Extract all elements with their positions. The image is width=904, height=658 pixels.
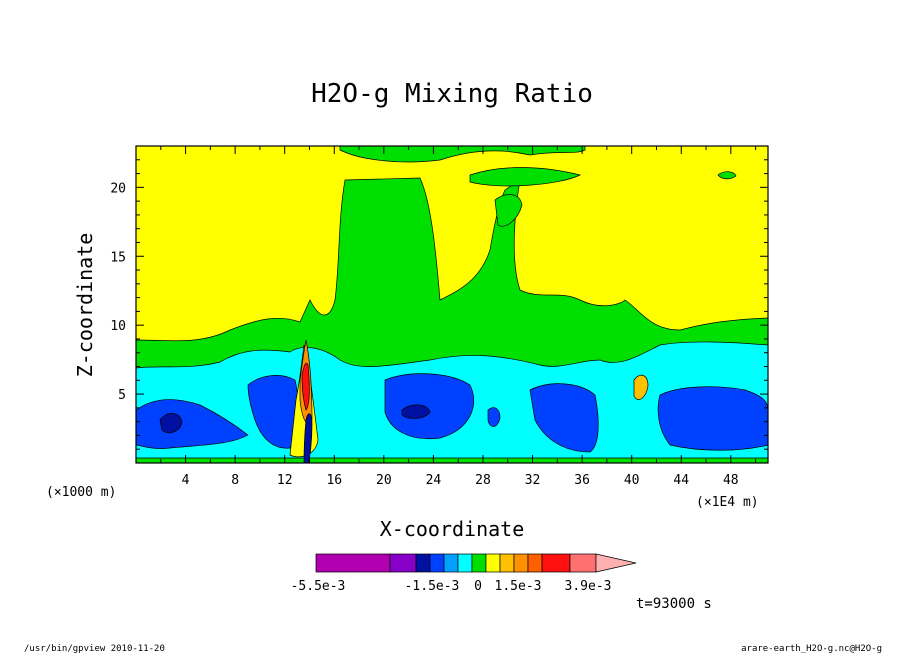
colorbar-swatch	[569, 553, 597, 573]
contour-blue-1	[136, 399, 249, 449]
colorbar-label-2: -1.5e-3	[405, 579, 460, 594]
x-tick-label: 48	[723, 473, 739, 488]
colorbar	[315, 553, 637, 573]
contour-blue-3	[384, 373, 475, 440]
plot-area	[136, 146, 768, 463]
colorbar-swatch	[443, 553, 459, 573]
contour-blue-6	[487, 407, 501, 427]
contour-darkblue-1	[159, 413, 183, 434]
plot-frame	[135, 145, 769, 464]
contour-tower-red	[301, 362, 310, 411]
x-tick-label: 20	[376, 473, 392, 488]
contour-blue-5	[657, 386, 768, 451]
x-tick-label: 24	[426, 473, 442, 488]
contour-tower-dark	[303, 413, 313, 463]
x-tick-label: 8	[231, 473, 239, 488]
x-tick-label: 28	[475, 473, 491, 488]
contour-green-small	[717, 171, 737, 180]
colorbar-label-5: 3.9e-3	[565, 579, 612, 594]
contour-bottom-green	[136, 457, 768, 463]
x-tick-label: 4	[182, 473, 190, 488]
y-ticks: 5 10 15 20	[110, 159, 768, 450]
colorbar-swatch	[315, 553, 391, 573]
colorbar-swatch	[471, 553, 487, 573]
contour-blue-2	[247, 375, 299, 449]
y-tick-label: 15	[110, 250, 126, 265]
x-tick-label: 44	[673, 473, 689, 488]
colorbar-swatch	[415, 553, 431, 573]
contour-blue-4	[529, 383, 599, 453]
x-tick-label: 32	[525, 473, 541, 488]
colorbar-swatch	[485, 553, 501, 573]
x-tick-label: 40	[624, 473, 640, 488]
contour-orange-blob	[633, 374, 649, 400]
colorbar-swatch	[389, 553, 417, 573]
colorbar-swatch	[541, 553, 571, 573]
contour-green-top	[339, 146, 586, 163]
colorbar-labels: -5.5e-3 -1.5e-3 0 1.5e-3 3.9e-3	[291, 579, 612, 594]
contour-darkblue-2	[401, 404, 431, 419]
y-tick-label: 5	[118, 388, 126, 403]
x-tick-label: 12	[277, 473, 293, 488]
colorbar-label-3: 0	[474, 579, 482, 594]
y-tick-label: 10	[110, 319, 126, 334]
x-multiplier-label: (×1E4 m)	[696, 495, 759, 510]
footer-right: arare-earth_H2O-g.nc@H2O-g	[741, 644, 882, 654]
footer-left: /usr/bin/gpview 2010-11-20	[24, 644, 165, 654]
y-axis-title: Z-coordinate	[73, 233, 97, 378]
contour-green-blob	[494, 194, 523, 227]
colorbar-swatch	[527, 553, 543, 573]
colorbar-swatch	[457, 553, 473, 573]
chart-title: H2O-g Mixing Ratio	[311, 79, 593, 109]
colorbar-arrow	[595, 553, 637, 573]
x-unit-label: (×1000 m)	[46, 485, 116, 500]
colorbar-label-4: 1.5e-3	[495, 579, 542, 594]
x-tick-label: 36	[574, 473, 590, 488]
colorbar-label-1: -5.5e-3	[291, 579, 346, 594]
x-tick-label: 16	[326, 473, 342, 488]
colorbar-swatch	[513, 553, 529, 573]
x-axis-title: X-coordinate	[380, 517, 525, 541]
colorbar-swatch	[429, 553, 445, 573]
contour-green-top2	[469, 167, 582, 187]
y-tick-label: 20	[110, 181, 126, 196]
colorbar-swatch	[499, 553, 515, 573]
time-label: t=93000 s	[636, 596, 712, 612]
x-ticks: 4 8 12 16 20 24 28 32 36 40 44 48	[160, 146, 757, 488]
